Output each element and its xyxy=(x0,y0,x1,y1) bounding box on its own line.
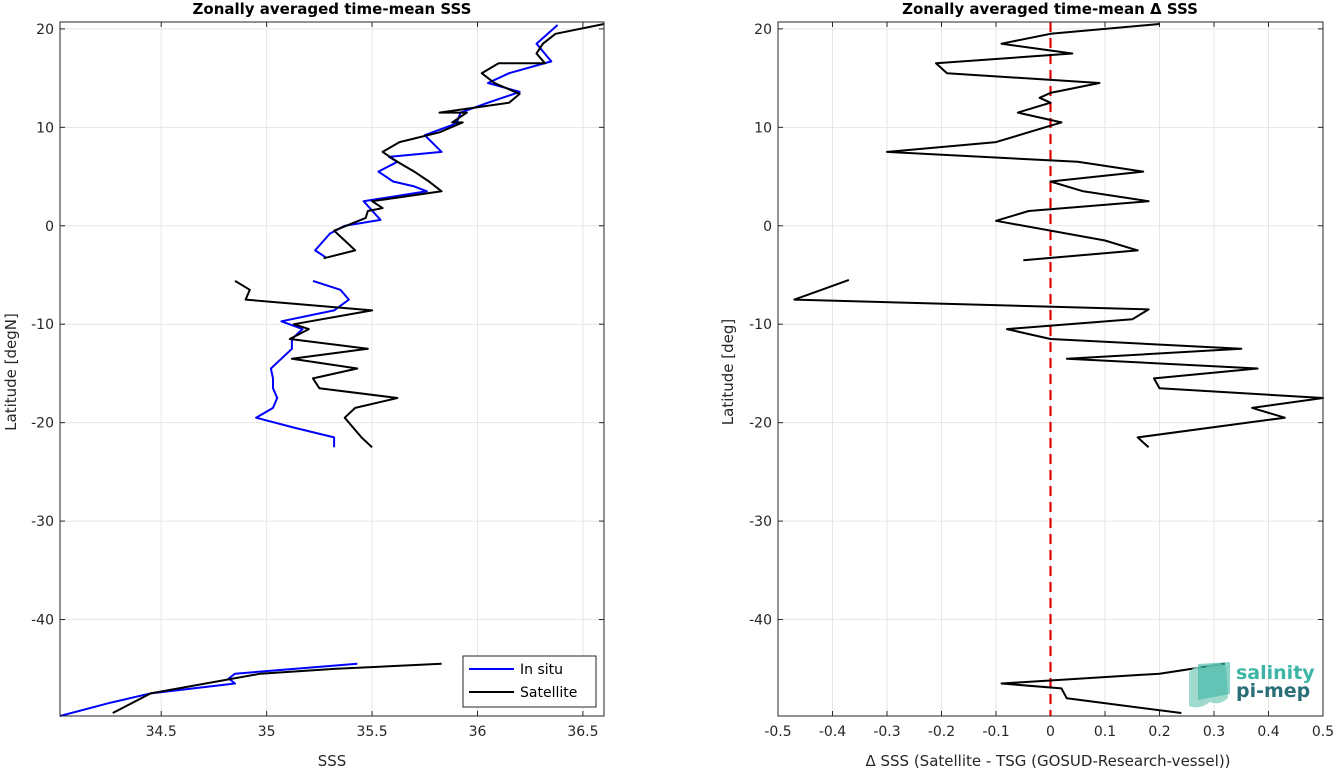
delta-sss-panel: Zonally averaged time-mean Δ SSS Δ SSS (… xyxy=(719,0,1334,769)
salinity-pi-mep-logo: salinity pi-mep xyxy=(1189,662,1315,708)
right-y-tick-label: -20 xyxy=(749,416,772,432)
right-chart-title: Zonally averaged time-mean Δ SSS xyxy=(902,0,1198,18)
logo-wave-icon-dark xyxy=(1198,662,1230,700)
left-x-tick-label: 36.5 xyxy=(567,724,598,740)
left-x-tick-label: 34.5 xyxy=(146,724,177,740)
right-y-tick-label: -40 xyxy=(749,613,772,629)
right-y-tick-label: 20 xyxy=(754,22,772,38)
logo-text-pi-mep: pi-mep xyxy=(1236,680,1310,702)
left-y-tick-label: 0 xyxy=(45,219,54,235)
logo-text-salinity: salinity xyxy=(1236,662,1315,684)
series-line-delta-sss xyxy=(886,23,1160,262)
legend-box xyxy=(462,655,597,708)
right-y-tick-label: -30 xyxy=(749,514,772,530)
right-x-tick-label: -0.5 xyxy=(764,724,791,740)
series-line-in-situ xyxy=(59,662,358,717)
left-grid xyxy=(60,22,604,716)
left-y-tick-label: -40 xyxy=(31,613,54,629)
series-line-delta-sss xyxy=(793,278,1324,449)
legend-label-satellite: Satellite xyxy=(520,685,577,701)
left-x-axis-label: SSS xyxy=(318,752,347,769)
series-line-satellite xyxy=(234,280,399,449)
legend: In situ Satellite xyxy=(462,655,597,708)
left-y-tick-label: 20 xyxy=(36,22,54,38)
right-x-tick-label: 0.4 xyxy=(1257,724,1279,740)
left-y-tick-label: -20 xyxy=(31,416,54,432)
right-x-tick-label: -0.2 xyxy=(928,724,955,740)
left-x-tick-label: 35 xyxy=(258,724,276,740)
right-x-tick-label: -0.4 xyxy=(819,724,846,740)
left-y-axis-label: Latitude [degN] xyxy=(2,313,20,431)
right-axes-box xyxy=(777,21,1324,717)
left-axes-box xyxy=(59,21,605,717)
right-y-tick-label: 0 xyxy=(763,219,772,235)
right-x-tick-label: -0.3 xyxy=(873,724,900,740)
left-y-tick-label: -30 xyxy=(31,514,54,530)
left-y-tick-label: 10 xyxy=(36,120,54,136)
series-line-satellite xyxy=(112,662,442,714)
series-line-satellite xyxy=(323,23,605,260)
left-chart-title: Zonally averaged time-mean SSS xyxy=(193,0,472,18)
left-y-tick-label: -10 xyxy=(31,317,54,333)
series-line-delta-sss xyxy=(1000,662,1226,714)
right-x-tick-label: 0 xyxy=(1046,724,1055,740)
series-line-in-situ xyxy=(314,24,559,259)
right-y-tick-label: 10 xyxy=(754,120,772,136)
left-x-tick-label: 36 xyxy=(469,724,487,740)
right-y-tick-label: -10 xyxy=(749,317,772,333)
right-x-axis-label: Δ SSS (Satellite - TSG (GOSUD-Research-v… xyxy=(865,752,1230,769)
left-x-tick-label: 35.5 xyxy=(356,724,387,740)
right-x-tick-label: 0.1 xyxy=(1094,724,1116,740)
series-line-in-situ xyxy=(255,279,350,448)
right-x-tick-label: 0.5 xyxy=(1312,724,1334,740)
sss-panel: Zonally averaged time-mean SSS SSS Latit… xyxy=(2,0,605,769)
right-x-tick-label: 0.2 xyxy=(1148,724,1170,740)
right-x-tick-label: 0.3 xyxy=(1203,724,1225,740)
right-x-tick-label: -0.1 xyxy=(982,724,1009,740)
legend-label-in-situ: In situ xyxy=(520,662,563,678)
right-y-axis-label: Latitude [deg] xyxy=(719,319,737,425)
